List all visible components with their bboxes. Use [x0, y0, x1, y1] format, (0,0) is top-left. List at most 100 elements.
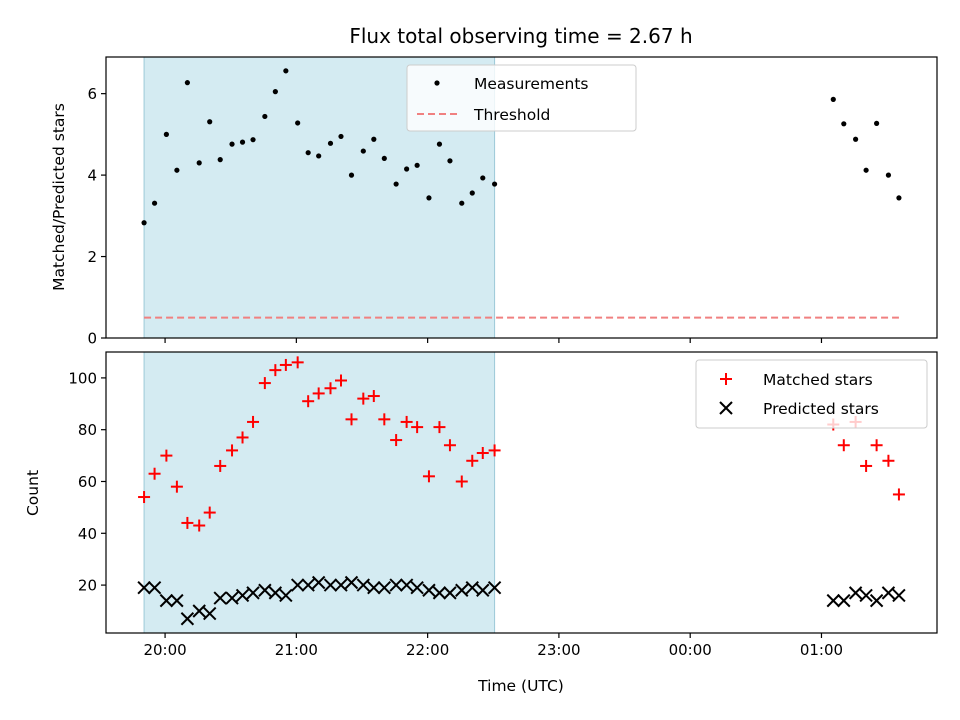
- measurements-point: [262, 113, 268, 120]
- matched-stars-point: [203, 506, 216, 519]
- x-tick-label: 20:00: [143, 641, 186, 659]
- measurements-point: [338, 133, 344, 140]
- y-tick-label: 60: [78, 473, 97, 491]
- measurements-point: [151, 200, 158, 206]
- predicted-stars-point: [826, 593, 840, 608]
- x-tick-label: 22:00: [406, 641, 449, 659]
- predicted-stars-point: [301, 578, 315, 592]
- measurements-point: [469, 190, 475, 196]
- predicted-stars-point: [422, 583, 436, 597]
- legend-matched-marker: [720, 373, 732, 385]
- predicted-stars-point: [892, 588, 906, 603]
- measurements-point: [480, 175, 486, 181]
- matched-stars-point: [226, 444, 239, 457]
- predicted-stars-point: [837, 593, 851, 608]
- predicted-stars-point: [137, 580, 151, 595]
- measurements-point: [841, 121, 847, 127]
- matched-stars-point: [148, 467, 161, 480]
- y-tick-label: 0: [87, 330, 97, 348]
- predicted-stars-point: [180, 612, 195, 626]
- measurements-point: [853, 136, 859, 142]
- predicted-stars-point: [465, 580, 479, 595]
- counts-legend: Matched stars Predicted stars: [695, 359, 928, 429]
- matched-stars-point: [488, 444, 501, 457]
- predicted-stars-point: [203, 606, 217, 621]
- predicted-stars-point: [268, 586, 283, 600]
- measurements-point: [371, 136, 377, 142]
- measurements-point: [184, 80, 190, 86]
- matched-stars-point: [892, 488, 905, 501]
- legend-threshold-label: Threshold: [473, 106, 550, 124]
- legend-predicted-marker: [719, 401, 733, 415]
- predicted-stars-point: [258, 583, 272, 597]
- measurements-point: [316, 153, 322, 159]
- matched-stars-point: [476, 447, 489, 460]
- predicted-stars-point: [881, 586, 896, 600]
- counts-panel-frame: [105, 351, 938, 634]
- x-tick-label: 23:00: [537, 641, 580, 659]
- matched-stars-point: [312, 387, 325, 400]
- predicted-stars-point: [377, 580, 392, 595]
- matched-stars-point: [269, 364, 282, 377]
- measurements-point: [272, 89, 278, 95]
- y-tick-label: 80: [78, 421, 97, 439]
- counts-y-axis-label: Count: [24, 470, 42, 516]
- predicted-stars-point: [367, 580, 381, 595]
- matched-stars-point: [236, 431, 249, 444]
- measurements-point: [141, 220, 147, 226]
- measurements-point: [830, 96, 836, 102]
- measurements-point: [207, 119, 213, 125]
- predicted-stars-point: [279, 588, 293, 603]
- measurements-point: [360, 148, 366, 154]
- measurements-point: [327, 140, 334, 146]
- matched-stars-point: [302, 395, 315, 408]
- matched-stars-point: [193, 519, 206, 532]
- predicted-stars-point: [859, 588, 873, 603]
- predicted-stars-point: [432, 586, 447, 600]
- matched-stars-point: [837, 439, 850, 452]
- measurements-point: [239, 139, 246, 145]
- matched-stars-point: [870, 439, 883, 452]
- matched-stars-point: [411, 421, 424, 434]
- ratio-legend: Measurements Threshold: [406, 64, 637, 132]
- predicted-stars-point: [356, 578, 371, 592]
- matched-stars-point: [455, 475, 468, 488]
- matched-stars-point: [466, 454, 479, 467]
- matched-stars-point: [443, 439, 456, 452]
- predicted-stars-point: [334, 578, 348, 592]
- measurements-point: [229, 141, 235, 147]
- measurements-point: [863, 167, 869, 173]
- counts-panel: 20 40 60 80 100 20:00 21:00 22:00 23:00 00:00 01:…: [24, 351, 938, 695]
- y-tick-label: 20: [78, 577, 97, 595]
- measurements-point: [414, 162, 420, 168]
- measurements-point: [348, 172, 355, 178]
- predicted-stars-point: [225, 591, 239, 605]
- predicted-stars-point: [399, 578, 414, 592]
- measurements-point: [426, 195, 432, 201]
- legend-measurements-label: Measurements: [474, 75, 589, 93]
- counts-legend-box: [695, 359, 928, 429]
- matched-stars-point: [247, 415, 260, 428]
- measurements-point: [381, 155, 387, 162]
- measurements-point: [217, 157, 223, 163]
- predicted-stars-point: [389, 578, 403, 592]
- ratio-y-axis-label: Matched/Predicted stars: [50, 103, 68, 291]
- matched-stars-point: [181, 516, 194, 529]
- measurements-point: [436, 141, 443, 147]
- predicted-stars-point: [311, 575, 326, 590]
- measurements-point: [295, 120, 301, 126]
- measurements-point: [885, 172, 892, 178]
- y-tick-label: 100: [68, 369, 97, 387]
- predicted-stars-point: [443, 586, 457, 600]
- matched-stars-point: [433, 421, 446, 434]
- chart-title: Flux total observing time = 2.67 h: [349, 24, 692, 48]
- y-tick-label: 40: [78, 525, 97, 543]
- matched-stars-point: [258, 377, 271, 390]
- matched-stars-point: [214, 459, 227, 472]
- matched-stars-point: [390, 434, 403, 447]
- matched-stars-point: [378, 413, 391, 426]
- matched-stars-point: [324, 382, 337, 395]
- measurements-point: [196, 160, 202, 166]
- predicted-stars-point: [170, 593, 184, 608]
